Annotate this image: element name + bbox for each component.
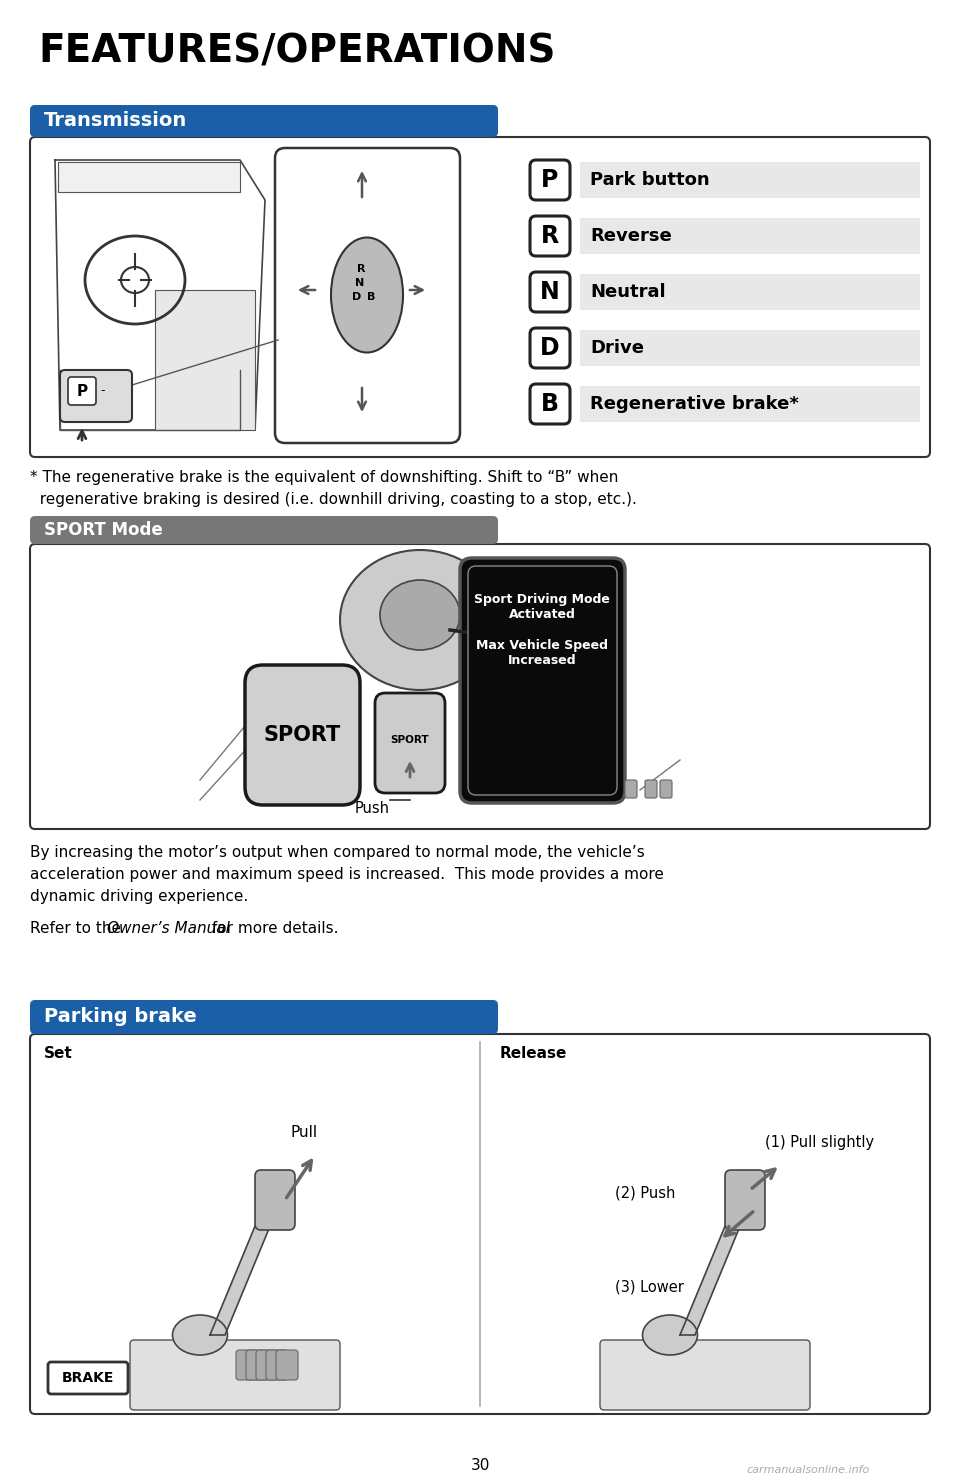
Bar — [580, 275, 920, 310]
Text: acceleration power and maximum speed is increased.  This mode provides a more: acceleration power and maximum speed is … — [30, 867, 664, 881]
FancyBboxPatch shape — [130, 1340, 340, 1410]
FancyBboxPatch shape — [276, 1350, 298, 1380]
FancyBboxPatch shape — [460, 558, 625, 803]
Text: Sport Driving Mode
Activated

Max Vehicle Speed
Increased: Sport Driving Mode Activated Max Vehicle… — [474, 594, 610, 666]
Text: dynamic driving experience.: dynamic driving experience. — [30, 889, 249, 904]
Text: SPORT: SPORT — [391, 735, 429, 745]
Text: for more details.: for more details. — [207, 922, 339, 936]
Ellipse shape — [331, 237, 403, 353]
Text: R: R — [540, 224, 559, 248]
FancyBboxPatch shape — [625, 781, 637, 798]
Text: B: B — [541, 392, 559, 416]
Text: Parking brake: Parking brake — [44, 1008, 197, 1027]
FancyBboxPatch shape — [30, 1034, 930, 1414]
Text: regenerative braking is desired (i.e. downhill driving, coasting to a stop, etc.: regenerative braking is desired (i.e. do… — [30, 493, 636, 508]
Text: Reverse: Reverse — [590, 227, 672, 245]
FancyBboxPatch shape — [60, 370, 132, 421]
FancyBboxPatch shape — [30, 1000, 498, 1034]
FancyBboxPatch shape — [600, 1340, 810, 1410]
FancyBboxPatch shape — [266, 1350, 288, 1380]
Bar — [155, 289, 255, 430]
FancyBboxPatch shape — [530, 160, 570, 200]
Text: Set: Set — [44, 1046, 73, 1061]
Text: R: R — [357, 264, 366, 275]
FancyBboxPatch shape — [30, 516, 498, 545]
Bar — [580, 162, 920, 197]
FancyBboxPatch shape — [530, 384, 570, 424]
FancyBboxPatch shape — [68, 377, 96, 405]
Bar — [580, 218, 920, 254]
FancyBboxPatch shape — [255, 1169, 295, 1230]
FancyBboxPatch shape — [245, 665, 360, 804]
FancyBboxPatch shape — [725, 1169, 765, 1230]
FancyBboxPatch shape — [48, 1362, 128, 1393]
FancyBboxPatch shape — [30, 137, 930, 457]
Polygon shape — [210, 1190, 285, 1336]
Text: BRAKE: BRAKE — [61, 1371, 114, 1385]
FancyBboxPatch shape — [530, 328, 570, 368]
Ellipse shape — [340, 551, 500, 690]
Text: (2) Push: (2) Push — [615, 1186, 676, 1201]
Polygon shape — [680, 1190, 755, 1336]
Text: Drive: Drive — [590, 338, 644, 358]
Text: Park button: Park button — [590, 171, 709, 188]
Text: Transmission: Transmission — [44, 111, 187, 131]
Text: N: N — [540, 280, 560, 304]
Text: Owner’s Manual: Owner’s Manual — [107, 922, 229, 936]
Text: carmanualsonline.info: carmanualsonline.info — [747, 1465, 870, 1475]
Text: -: - — [100, 384, 105, 398]
Text: (3) Lower: (3) Lower — [615, 1281, 684, 1296]
FancyBboxPatch shape — [468, 565, 617, 795]
FancyBboxPatch shape — [645, 781, 657, 798]
Text: Pull: Pull — [290, 1125, 317, 1140]
Ellipse shape — [380, 580, 460, 650]
FancyBboxPatch shape — [375, 693, 445, 792]
Text: P: P — [541, 168, 559, 191]
Bar — [58, 162, 240, 191]
Text: D: D — [540, 335, 560, 361]
FancyBboxPatch shape — [236, 1350, 258, 1380]
FancyBboxPatch shape — [246, 1350, 268, 1380]
Bar — [580, 329, 920, 367]
Bar — [580, 386, 920, 421]
Text: Release: Release — [500, 1046, 567, 1061]
Ellipse shape — [173, 1315, 228, 1355]
FancyBboxPatch shape — [660, 781, 672, 798]
Text: D: D — [352, 292, 361, 303]
Text: * The regenerative brake is the equivalent of downshifting. Shift to “B” when: * The regenerative brake is the equivale… — [30, 470, 618, 485]
Ellipse shape — [642, 1315, 698, 1355]
FancyBboxPatch shape — [30, 105, 498, 137]
Text: Push: Push — [355, 801, 390, 816]
FancyBboxPatch shape — [275, 148, 460, 444]
Text: 30: 30 — [470, 1457, 490, 1474]
FancyBboxPatch shape — [256, 1350, 278, 1380]
Text: Refer to the: Refer to the — [30, 922, 126, 936]
Text: Neutral: Neutral — [590, 283, 665, 301]
Text: P: P — [77, 383, 87, 399]
Text: (1) Pull slightly: (1) Pull slightly — [765, 1135, 875, 1150]
Text: FEATURES/OPERATIONS: FEATURES/OPERATIONS — [38, 33, 556, 70]
Text: SPORT: SPORT — [263, 726, 341, 745]
Text: B: B — [367, 292, 375, 303]
Text: By increasing the motor’s output when compared to normal mode, the vehicle’s: By increasing the motor’s output when co… — [30, 844, 645, 861]
Text: SPORT Mode: SPORT Mode — [44, 521, 163, 539]
FancyBboxPatch shape — [530, 217, 570, 257]
Text: N: N — [355, 278, 364, 288]
FancyBboxPatch shape — [530, 272, 570, 312]
FancyBboxPatch shape — [30, 545, 930, 830]
Text: Regenerative brake*: Regenerative brake* — [590, 395, 799, 413]
